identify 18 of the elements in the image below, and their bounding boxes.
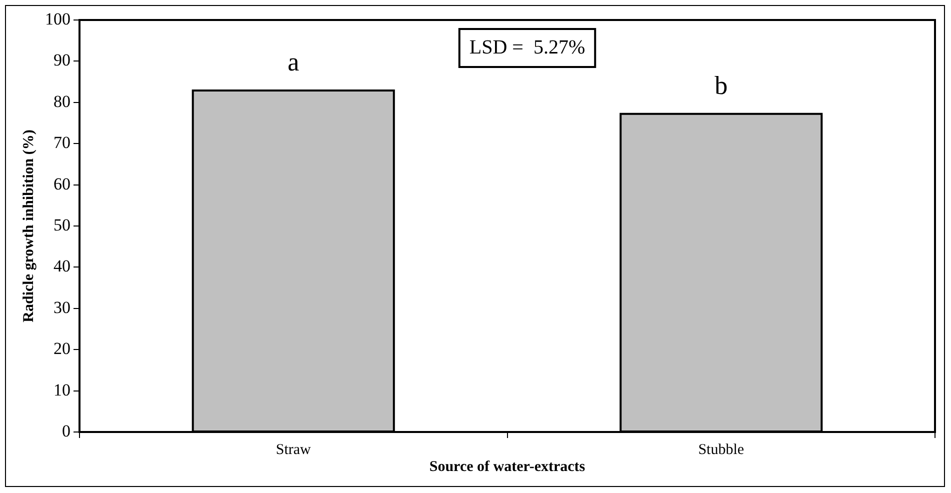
y-tick-label: 50	[54, 215, 70, 234]
x-tick-label: Straw	[276, 442, 312, 458]
annotation: LSD = 5.27%	[469, 36, 586, 58]
y-tick-label: 20	[54, 339, 70, 358]
y-axis-title: Radicle growth inhibition (%)	[20, 130, 37, 322]
y-tick-label: 100	[45, 9, 70, 28]
y-tick-label: 10	[54, 380, 70, 400]
x-axis-title: Source of water-extracts	[429, 458, 586, 475]
y-tick-label: 90	[54, 50, 70, 70]
y-tick-label: 70	[54, 133, 70, 152]
x-tick-label: Stubble	[698, 442, 744, 458]
y-tick-label: 30	[54, 298, 70, 317]
data-label: b	[714, 70, 728, 100]
y-tick-label: 40	[54, 256, 70, 276]
y-tick-label: 60	[54, 174, 70, 194]
y-tick-label: 80	[54, 92, 70, 111]
y-tick-label: 0	[62, 421, 70, 440]
data-label: a	[288, 47, 300, 76]
